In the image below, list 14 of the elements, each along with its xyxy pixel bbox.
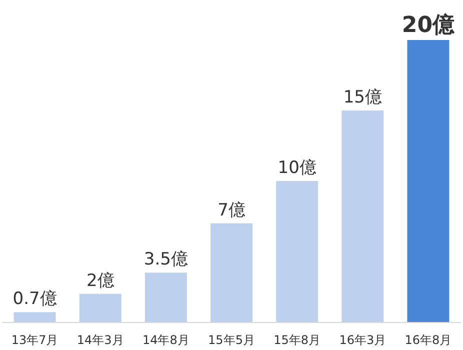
- data-label: 0.7億: [12, 289, 57, 310]
- data-label: 15億: [343, 88, 382, 108]
- x-tick-label: 13年7月: [11, 333, 58, 347]
- data-label: 20億: [402, 13, 456, 38]
- data-label: 3.5億: [144, 250, 188, 270]
- x-tick-label: 14年8月: [142, 333, 190, 347]
- x-tick-label: 16年8月: [404, 333, 452, 347]
- x-tick-label: 15年8月: [274, 333, 321, 347]
- x-tick-label: 15年5月: [208, 333, 255, 347]
- x-tick-label: 16年3月: [339, 333, 386, 347]
- data-label: 2億: [86, 270, 114, 291]
- data-label: 10億: [278, 158, 316, 178]
- data-label: 7億: [218, 200, 246, 220]
- x-tick-label: 14年3月: [76, 333, 124, 347]
